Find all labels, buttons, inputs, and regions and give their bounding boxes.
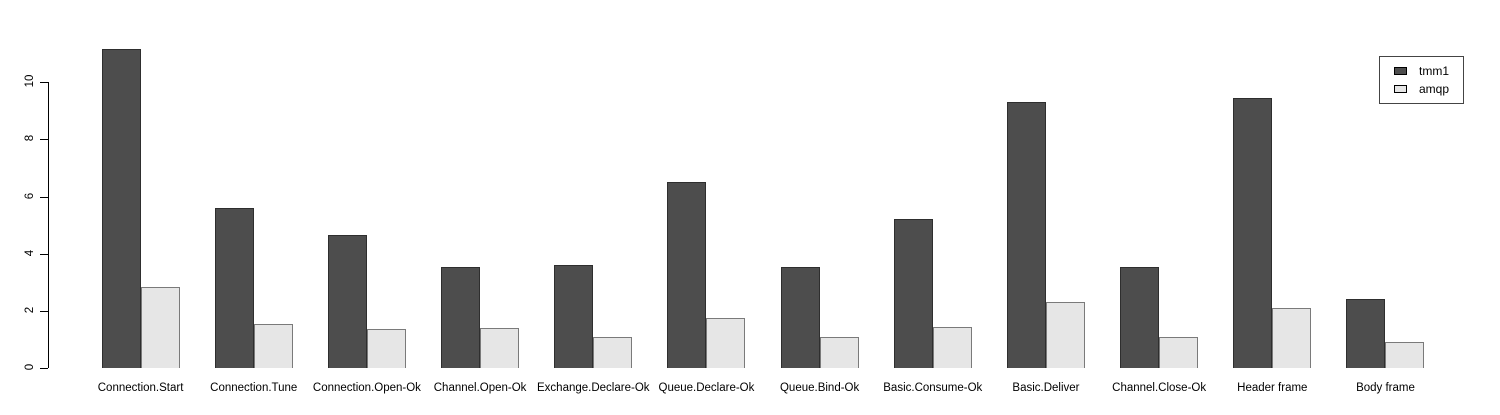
bar-tmm1: [893, 219, 933, 368]
bar-tmm1: [1120, 266, 1160, 368]
bar-group: Basic.Deliver: [989, 48, 1102, 394]
legend: tmm1 amqp: [1379, 56, 1465, 104]
x-tick-label: Channel.Open-Ok: [433, 382, 527, 394]
bar-group: Connection.Start: [84, 48, 197, 394]
legend-swatch-tmm1: [1394, 67, 1407, 75]
y-tick: [40, 196, 48, 198]
bar-tmm1: [780, 266, 820, 368]
y-tick: [40, 82, 48, 84]
bar-tmm1: [441, 266, 481, 368]
x-tick-label: Basic.Deliver: [1012, 382, 1080, 394]
plot-area: Connection.Start Connection.Tune Connectio…: [84, 48, 1442, 394]
bar-amqp: [706, 318, 746, 368]
y-tick: [40, 310, 48, 312]
bar-group: Body frame: [1329, 48, 1442, 394]
x-tick-label: Exchange.Declare-Ok: [537, 382, 650, 394]
bar-group: Basic.Consume-Ok: [876, 48, 989, 394]
bar-group: Header frame: [1216, 48, 1329, 394]
legend-item: tmm1: [1394, 64, 1449, 78]
bar-tmm1: [1346, 299, 1386, 368]
bar-group: Exchange.Declare-Ok: [537, 48, 650, 394]
bar-amqp: [366, 329, 406, 368]
y-tick-label: 10: [24, 74, 36, 88]
x-tick-label: Queue.Declare-Ok: [658, 382, 755, 394]
bar-amqp: [593, 336, 633, 368]
bar-group: Channel.Close-Ok: [1103, 48, 1216, 394]
bar-tmm1: [1006, 102, 1046, 368]
bar-tmm1: [214, 208, 254, 368]
x-tick-label: Basic.Consume-Ok: [883, 382, 983, 394]
bar-tmm1: [667, 182, 707, 368]
bar-group: Queue.Declare-Ok: [650, 48, 763, 394]
bar-amqp: [1045, 302, 1085, 368]
y-tick-label: 2: [24, 306, 36, 314]
legend-swatch-amqp: [1394, 85, 1407, 93]
legend-label: tmm1: [1419, 64, 1449, 78]
y-tick-label: 8: [24, 135, 36, 142]
x-tick-label: Queue.Bind-Ok: [779, 382, 860, 394]
bar-amqp: [932, 326, 972, 368]
bar-amqp: [480, 328, 520, 368]
bar-amqp: [819, 336, 859, 368]
bar-tmm1: [101, 49, 141, 368]
y-tick-label: 4: [24, 249, 36, 256]
x-tick-label: Channel.Close-Ok: [1112, 382, 1207, 394]
bar-amqp: [1272, 308, 1312, 368]
x-tick-label: Connection.Start: [97, 382, 184, 394]
y-tick: [40, 368, 48, 369]
x-tick-label: Connection.Tune: [210, 382, 298, 394]
bar-amqp: [1385, 342, 1425, 368]
bar-group: Channel.Open-Ok: [424, 48, 537, 394]
y-tick: [40, 139, 48, 141]
x-tick-label: Header frame: [1237, 382, 1308, 394]
bar-amqp: [1159, 336, 1199, 368]
x-tick-label: Connection.Open-Ok: [312, 382, 421, 394]
bar-tmm1: [327, 235, 367, 368]
bar-amqp: [140, 286, 180, 368]
y-tick-label: 6: [24, 192, 36, 199]
y-tick-label: 0: [24, 363, 36, 371]
bar-tmm1: [1233, 98, 1273, 368]
bar-amqp: [253, 323, 293, 368]
bar-tmm1: [554, 265, 594, 368]
bar-group: Queue.Bind-Ok: [763, 48, 876, 394]
x-tick-label: Body frame: [1356, 382, 1415, 394]
y-axis-line: [48, 82, 49, 368]
y-tick: [40, 253, 48, 255]
legend-label: amqp: [1419, 82, 1450, 96]
bar-group: Connection.Open-Ok: [310, 48, 423, 394]
bar-group: Connection.Tune: [197, 48, 310, 394]
legend-item: amqp: [1394, 82, 1449, 96]
